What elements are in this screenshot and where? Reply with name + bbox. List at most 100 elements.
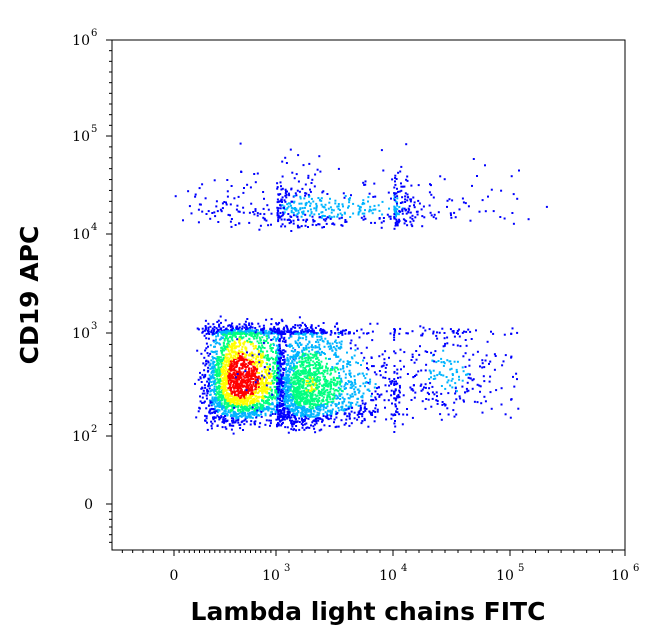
event-dot — [307, 389, 310, 392]
event-dot — [280, 415, 282, 418]
event-dot — [218, 409, 221, 412]
event-dot — [453, 211, 456, 214]
event-dot — [243, 412, 246, 415]
event-dot — [322, 218, 325, 221]
event-dot — [254, 381, 257, 384]
event-dot — [203, 400, 206, 403]
event-dot — [210, 375, 212, 378]
event-dot — [205, 360, 207, 363]
event-dot — [233, 197, 236, 200]
event-dot — [455, 390, 458, 393]
event-dot — [220, 397, 223, 400]
event-dot — [296, 354, 299, 356]
event-dot — [367, 368, 370, 371]
event-dot — [294, 398, 297, 400]
event-dot — [467, 205, 470, 208]
event-dot — [271, 403, 274, 406]
event-dot — [211, 397, 214, 400]
event-dot — [262, 216, 265, 219]
event-dot — [373, 182, 376, 185]
event-dot — [238, 345, 240, 348]
event-dot — [261, 355, 264, 358]
event-dot — [406, 373, 409, 375]
event-dot — [267, 341, 269, 344]
event-dot — [266, 337, 269, 340]
event-dot — [297, 375, 300, 378]
event-dot — [196, 349, 199, 352]
event-dot — [261, 360, 264, 362]
event-dot — [304, 192, 307, 195]
event-dot — [481, 359, 484, 362]
event-dot — [390, 197, 392, 200]
event-dot — [299, 397, 302, 399]
event-dot — [260, 407, 262, 410]
event-dot — [342, 365, 345, 367]
event-dot — [336, 382, 339, 385]
event-dot — [259, 338, 262, 340]
event-dot — [359, 412, 362, 415]
event-dot — [280, 375, 283, 377]
event-dot — [246, 373, 249, 375]
event-dot — [339, 347, 341, 350]
event-dot — [294, 326, 297, 329]
event-dot — [255, 332, 258, 335]
event-dot — [320, 402, 323, 405]
event-dot — [224, 385, 227, 388]
event-dot — [248, 322, 251, 325]
event-dot — [238, 329, 241, 332]
event-dot — [346, 415, 349, 418]
event-dot — [264, 423, 267, 426]
event-dot — [261, 361, 264, 364]
event-dot — [292, 420, 295, 423]
event-dot — [424, 407, 427, 410]
event-dot — [249, 389, 252, 392]
event-dot — [255, 411, 258, 414]
event-dot — [436, 337, 439, 340]
event-dot — [286, 373, 289, 376]
event-dot — [244, 414, 247, 417]
event-dot — [282, 373, 285, 376]
event-dot — [296, 390, 299, 393]
event-dot — [270, 318, 273, 321]
event-dot — [375, 398, 378, 401]
event-dot — [283, 418, 286, 421]
event-dot — [436, 331, 438, 334]
event-dot — [303, 379, 306, 382]
event-dot — [227, 396, 230, 399]
event-dot — [358, 372, 361, 375]
event-dot — [211, 396, 214, 399]
event-dot — [290, 420, 293, 423]
event-dot — [270, 403, 273, 406]
event-dot — [307, 371, 310, 373]
event-dot — [332, 400, 335, 403]
event-dot — [289, 388, 292, 391]
event-dot — [237, 417, 240, 420]
event-dot — [297, 404, 300, 407]
event-dot — [339, 394, 342, 397]
event-dot — [373, 371, 376, 374]
event-dot — [210, 424, 213, 427]
event-dot — [451, 374, 454, 376]
event-dot — [291, 399, 294, 401]
event-dot — [312, 409, 315, 412]
event-dot — [420, 383, 423, 386]
event-dot — [311, 344, 313, 347]
event-dot — [256, 340, 259, 343]
event-dot — [424, 350, 427, 353]
event-dot — [334, 366, 337, 369]
event-dot — [424, 329, 427, 332]
event-dot — [372, 195, 375, 198]
event-dot — [282, 415, 285, 418]
event-dot — [230, 417, 233, 420]
event-dot — [422, 326, 425, 329]
event-dot — [286, 385, 289, 388]
event-dot — [440, 392, 443, 395]
event-dot — [250, 341, 253, 344]
event-dot — [250, 393, 253, 396]
event-dot — [317, 419, 320, 422]
event-dot — [242, 371, 245, 374]
event-dot — [253, 412, 256, 415]
event-dot — [282, 391, 285, 394]
event-dot — [244, 346, 247, 349]
event-dot — [245, 358, 248, 361]
